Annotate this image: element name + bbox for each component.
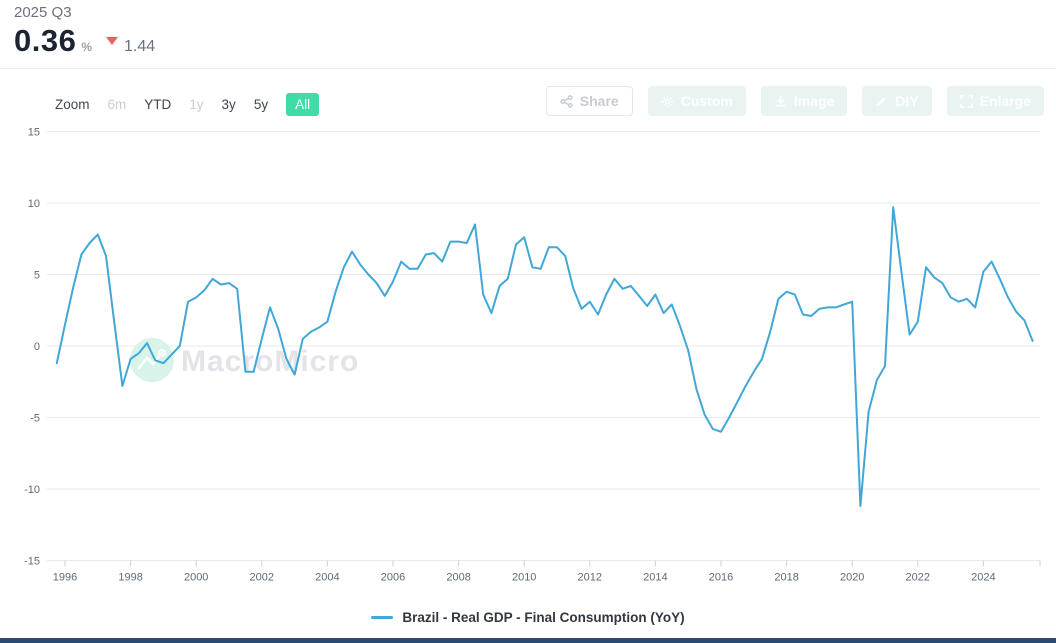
range-all[interactable]: All — [286, 93, 320, 116]
svg-text:1996: 1996 — [53, 572, 77, 584]
svg-text:15: 15 — [28, 127, 40, 139]
svg-text:2024: 2024 — [971, 572, 995, 584]
svg-text:2016: 2016 — [709, 572, 733, 584]
watermark: MacroMicro — [130, 338, 359, 382]
y-gridlines — [47, 131, 1040, 561]
download-icon — [774, 95, 787, 108]
y-axis-labels: 15 10 5 0 -5 -10 -15 — [24, 127, 40, 568]
legend-line-swatch — [371, 616, 394, 619]
svg-text:0: 0 — [34, 341, 40, 353]
range-6m: 6m — [107, 97, 127, 112]
latest-value: 0.36 — [14, 23, 77, 58]
svg-text:2004: 2004 — [315, 572, 339, 584]
svg-text:-10: -10 — [24, 484, 40, 496]
watermark-text: MacroMicro — [181, 345, 359, 378]
custom-button[interactable]: Custom — [647, 86, 746, 116]
svg-text:5: 5 — [34, 270, 40, 282]
header-divider — [0, 68, 1056, 69]
zoom-range-selector: Zoom 6m YTD 1y 3y 5y All — [55, 93, 320, 116]
range-5y[interactable]: 5y — [253, 97, 269, 112]
range-ytd[interactable]: YTD — [144, 97, 172, 112]
svg-text:2018: 2018 — [774, 572, 798, 584]
svg-text:2008: 2008 — [446, 572, 470, 584]
pencil-icon — [875, 95, 888, 108]
value-unit: % — [81, 40, 93, 54]
enlarge-button[interactable]: Enlarge — [946, 86, 1044, 116]
svg-text:2012: 2012 — [578, 572, 602, 584]
change-down-icon — [106, 37, 119, 45]
gear-icon — [661, 95, 674, 108]
svg-text:-15: -15 — [24, 556, 40, 568]
chart-legend[interactable]: Brazil - Real GDP - Final Consumption (Y… — [0, 610, 1056, 625]
svg-text:1998: 1998 — [118, 572, 142, 584]
footer-strip — [0, 638, 1056, 643]
chart-toolbar: Zoom 6m YTD 1y 3y 5y All Share Custom Im… — [0, 86, 1056, 118]
x-axis-labels: 1996 1998 2000 2002 2004 2006 2008 2010 2012 2014… — [53, 572, 996, 584]
svg-text:2014: 2014 — [643, 572, 667, 584]
diy-button[interactable]: DIY — [862, 86, 932, 116]
x-axis-ticks — [64, 560, 1041, 567]
svg-text:-5: -5 — [30, 413, 40, 425]
chart-svg[interactable]: 15 10 5 0 -5 -10 -15 1996 1998 2000 2002 2004 2006 2… — [0, 124, 1056, 602]
series-line — [55, 206, 1034, 508]
image-button[interactable]: Image — [760, 86, 848, 116]
latest-period: 2025 Q3 — [14, 4, 72, 21]
legend-label: Brazil - Real GDP - Final Consumption (Y… — [402, 610, 685, 625]
svg-text:2010: 2010 — [512, 572, 536, 584]
svg-text:2000: 2000 — [184, 572, 208, 584]
svg-text:2006: 2006 — [381, 572, 405, 584]
svg-text:10: 10 — [28, 198, 40, 210]
expand-icon — [959, 94, 973, 108]
action-buttons: Share Custom Image DIY Enlarge — [545, 86, 1044, 116]
chart-plot-area[interactable]: 15 10 5 0 -5 -10 -15 1996 1998 2000 2002 2004 2006 2… — [0, 124, 1056, 602]
svg-text:2002: 2002 — [250, 572, 274, 584]
change-value: 1.44 — [124, 38, 156, 55]
zoom-label: Zoom — [55, 97, 90, 112]
share-icon — [560, 94, 573, 108]
svg-text:2022: 2022 — [906, 572, 930, 584]
share-button[interactable]: Share — [545, 86, 633, 116]
chart-header: 2025 Q3 0.36 % 1.44 — [14, 4, 155, 59]
range-3y[interactable]: 3y — [221, 97, 236, 112]
svg-text:2020: 2020 — [840, 572, 864, 584]
range-1y: 1y — [189, 97, 204, 112]
